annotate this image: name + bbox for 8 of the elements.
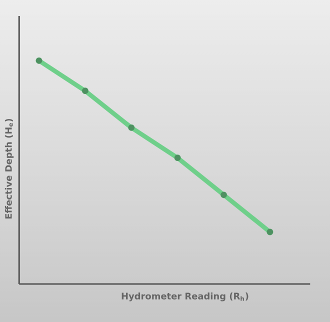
y-axis-title: Effective Depth (H$_{e}$): [4, 118, 14, 219]
point: [36, 57, 42, 64]
point: [82, 88, 88, 94]
point: [266, 228, 274, 236]
x-axis-title: Hydrometer Reading (R$_{h}$): [122, 292, 248, 302]
point: [174, 154, 181, 162]
point: [128, 124, 135, 131]
point: [220, 192, 228, 198]
